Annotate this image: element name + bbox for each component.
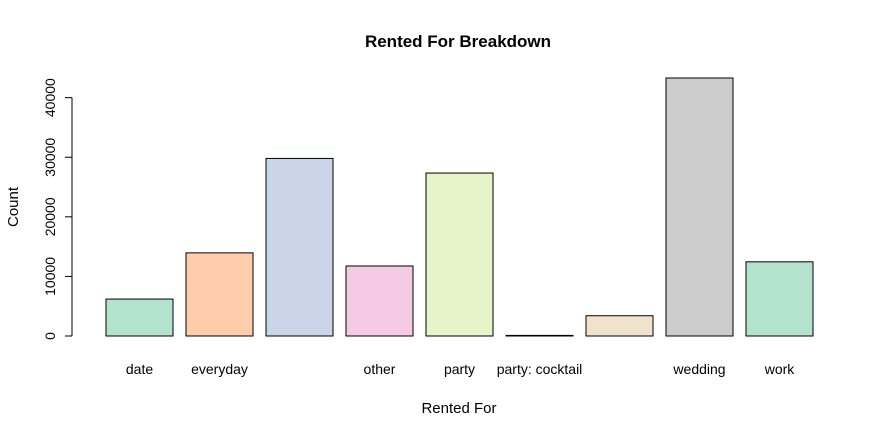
y-tick-label: 20000: [42, 197, 58, 236]
y-tick-label: 0: [42, 332, 58, 340]
category-labels: date everyday other party party: cocktail wed…: [126, 361, 795, 377]
bar: [505, 334, 574, 337]
y-tick-label: 10000: [42, 257, 58, 296]
bar: [665, 77, 734, 337]
category-label: party: [444, 361, 475, 377]
bar: [185, 252, 254, 337]
y-axis-label: Count: [5, 186, 22, 227]
category-label: wedding: [672, 361, 725, 377]
bar: [265, 157, 334, 337]
bar: [425, 172, 494, 337]
y-tick-label: 30000: [42, 138, 58, 177]
category-label: work: [764, 361, 796, 377]
category-label: party: cocktail: [497, 361, 583, 377]
category-label: everyday: [191, 361, 248, 377]
bar: [345, 265, 414, 337]
bar: [105, 298, 174, 337]
category-label: other: [364, 361, 396, 377]
y-tick-label: 40000: [42, 78, 58, 117]
bars: [105, 77, 814, 337]
x-axis-label: Rented For: [421, 400, 496, 417]
y-axis: 0 10000 20000 30000 40000: [42, 78, 73, 340]
chart-title: Rented For Breakdown: [365, 32, 551, 51]
bar: [585, 315, 654, 337]
category-label: date: [126, 361, 153, 377]
bar: [745, 261, 814, 337]
